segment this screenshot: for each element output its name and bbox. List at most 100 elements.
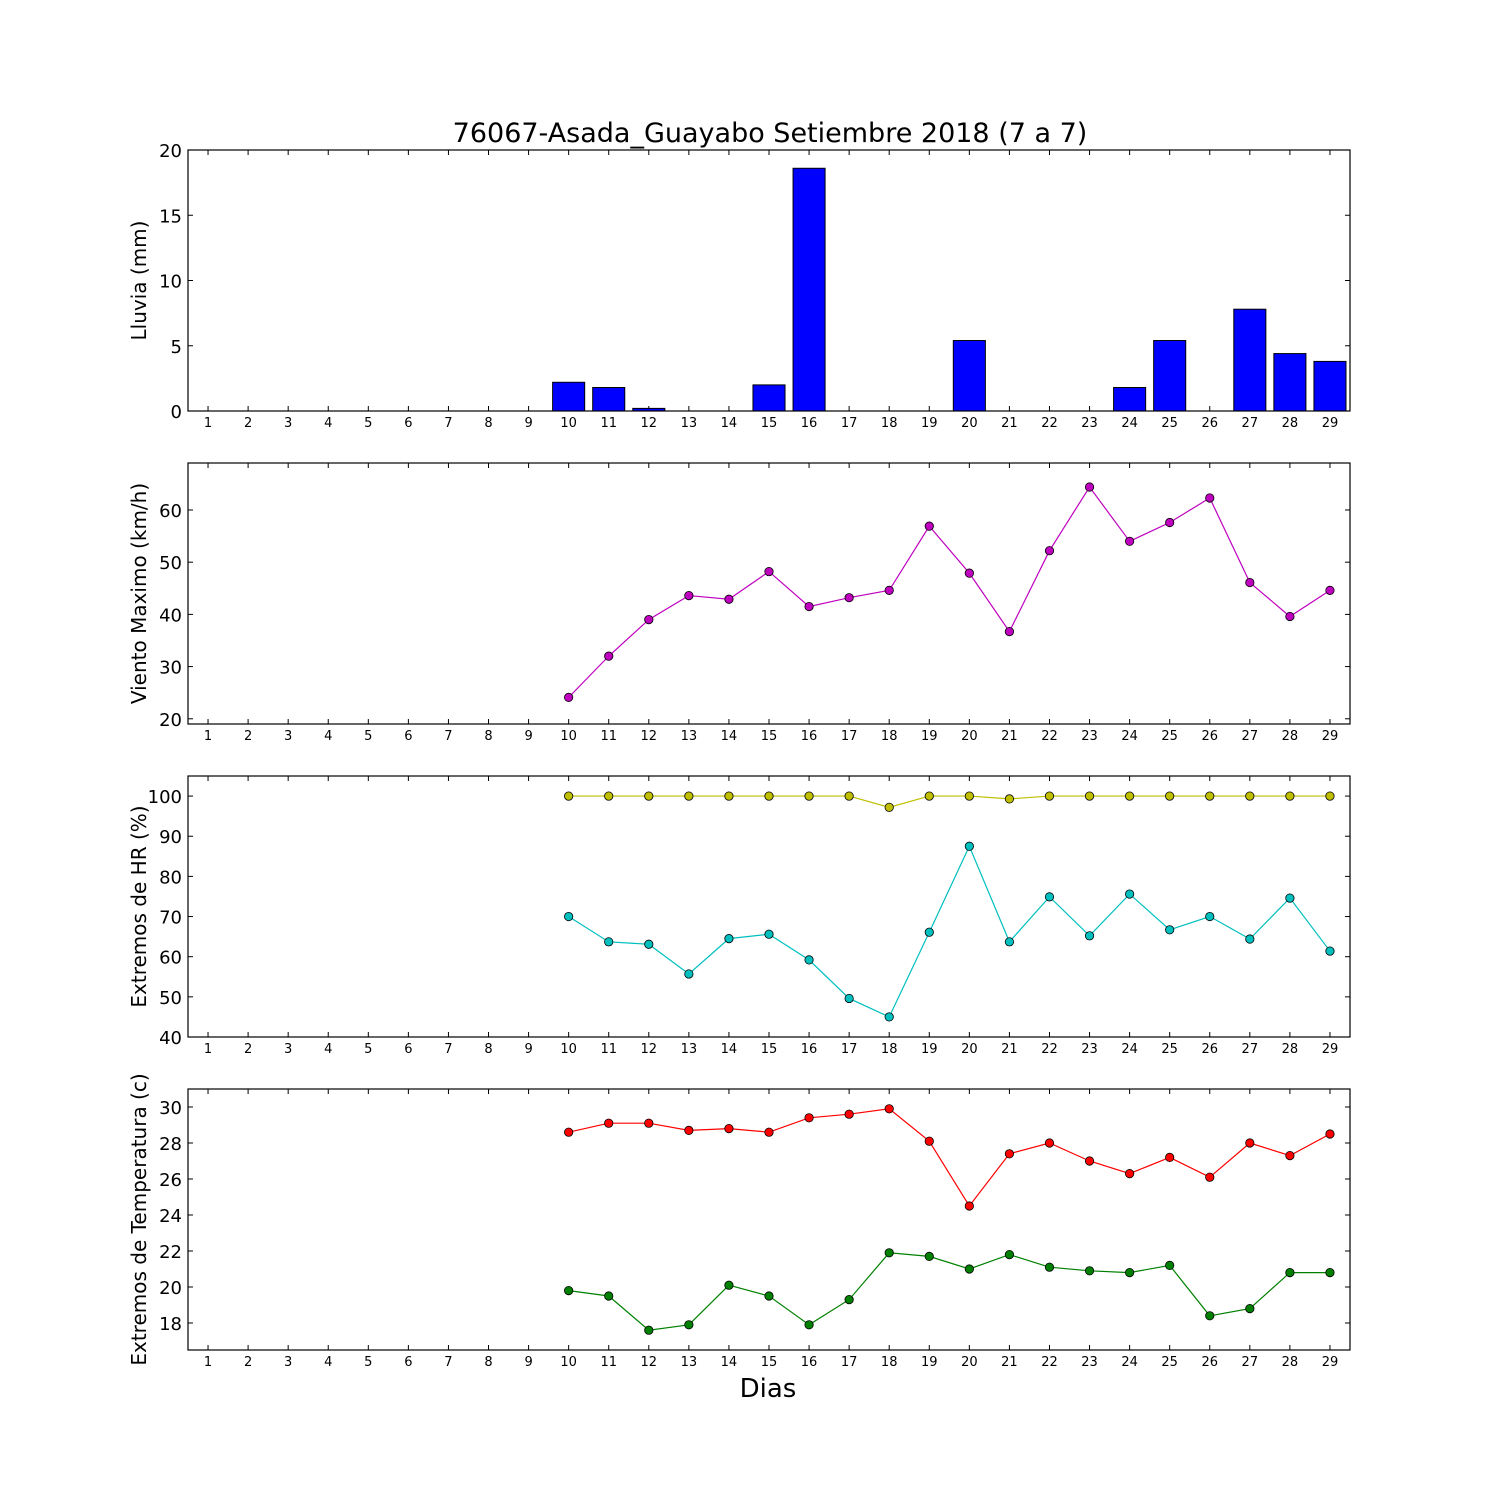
humidity-series-1-line	[568, 844, 1331, 1018]
humidity-series-0-point	[564, 791, 574, 801]
humidity-xtick-label: 3	[284, 1042, 292, 1057]
humidity-series-0-point	[1245, 791, 1255, 801]
x-axis-label: Dias	[740, 1374, 797, 1404]
humidity-series-0-point	[1044, 791, 1055, 801]
wind-xtick-label: 22	[1041, 729, 1058, 744]
temperature-series-0-point	[1245, 1138, 1255, 1148]
humidity-ytick-label: 60	[159, 948, 182, 969]
rain-plot-frame	[187, 149, 1351, 412]
rain-xtick-label: 4	[324, 416, 332, 431]
temperature-series-0-point	[604, 1118, 614, 1128]
humidity-xtick-label: 4	[324, 1042, 332, 1057]
humidity-xtick-label: 28	[1282, 1042, 1299, 1057]
humidity-series-0-point	[1285, 791, 1295, 801]
humidity-series-1-point	[764, 929, 774, 939]
rain-xtick-label: 9	[524, 416, 532, 431]
humidity-series-0-point	[644, 791, 654, 801]
humidity-series-0-point	[764, 791, 774, 801]
humidity-xtick-label: 2	[244, 1042, 252, 1057]
rain-bar	[1153, 340, 1187, 412]
rain-xtick-label: 24	[1121, 416, 1138, 431]
wind-xtick-label: 13	[681, 729, 698, 744]
wind-series-0-point	[924, 521, 934, 531]
humidity-series-0-point	[604, 791, 614, 801]
humidity-xtick-label: 10	[560, 1042, 577, 1057]
temperature-xtick-label: 19	[921, 1355, 938, 1370]
temperature-xtick-label: 15	[761, 1355, 778, 1370]
humidity-series-1-point	[1325, 946, 1335, 956]
temperature-xtick-label: 8	[484, 1355, 492, 1370]
rain-xtick-label: 23	[1081, 416, 1098, 431]
temperature-ytick-label: 28	[159, 1134, 182, 1155]
humidity-xtick-label: 21	[1001, 1042, 1018, 1057]
humidity-xtick-label: 13	[681, 1042, 698, 1057]
rain-bar	[752, 384, 786, 412]
temperature-xtick-label: 27	[1242, 1355, 1259, 1370]
rain-bar	[792, 167, 826, 412]
temperature-series-0-line	[568, 1108, 1331, 1208]
humidity-series-1-point	[1044, 892, 1055, 902]
humidity-xtick-label: 20	[961, 1042, 978, 1057]
temperature-series-1-point	[684, 1320, 694, 1330]
wind-xtick-label: 11	[600, 729, 617, 744]
humidity-ytick-label: 100	[148, 787, 182, 808]
humidity-series-0-point	[1165, 791, 1175, 801]
rain-ytick-label: 5	[171, 337, 182, 358]
humidity-series-1-point	[884, 1012, 894, 1022]
humidity-series-1-point	[844, 993, 854, 1004]
temperature-xtick-label: 23	[1081, 1355, 1098, 1370]
wind-xtick-label: 8	[484, 729, 492, 744]
temperature-series-0-point	[1205, 1172, 1215, 1182]
temperature-series-1-point	[1165, 1260, 1175, 1271]
humidity-series-1-point	[1205, 911, 1215, 922]
wind-xtick-label: 6	[404, 729, 412, 744]
temperature-series-0-point	[1044, 1138, 1055, 1148]
temperature-series-0-point	[1165, 1152, 1175, 1163]
temperature-series-0-point	[564, 1127, 574, 1137]
wind-series-0-point	[1325, 585, 1335, 595]
temperature-xtick-label: 29	[1322, 1355, 1339, 1370]
wind-y-axis-label: Viento Maximo (km/h)	[127, 483, 151, 704]
wind-xtick-label: 17	[841, 729, 858, 744]
humidity-xtick-label: 8	[484, 1042, 492, 1057]
temperature-plot-frame	[187, 1088, 1351, 1351]
wind-series-0-point	[1165, 517, 1175, 528]
temperature-series-0-point	[724, 1124, 734, 1134]
temperature-series-0-point	[964, 1201, 974, 1211]
rain-y-axis-label: Lluvia (mm)	[127, 221, 151, 341]
temperature-xtick-label: 6	[404, 1355, 412, 1370]
temperature-xtick-label: 4	[324, 1355, 332, 1370]
temperature-xtick-label: 5	[364, 1355, 372, 1370]
wind-series-0-point	[764, 566, 774, 577]
temperature-xtick-label: 9	[524, 1355, 532, 1370]
rain-ytick-label: 0	[171, 402, 182, 423]
temperature-xtick-label: 22	[1041, 1355, 1058, 1370]
humidity-series-0-point	[1205, 791, 1215, 801]
wind-series-0-point	[884, 585, 894, 595]
wind-ytick-label: 20	[159, 710, 182, 731]
wind-xtick-label: 10	[560, 729, 577, 744]
wind-series-0-point	[644, 614, 654, 625]
temperature-series-1-point	[764, 1291, 774, 1301]
temperature-series-0-point	[684, 1125, 694, 1136]
temperature-xtick-label: 14	[721, 1355, 738, 1370]
humidity-y-axis-label: Extremos de HR (%)	[127, 805, 151, 1007]
rain-xtick-label: 16	[801, 416, 818, 431]
temperature-ytick-label: 26	[159, 1170, 182, 1191]
rain-bar	[1113, 387, 1147, 412]
humidity-xtick-label: 15	[761, 1042, 778, 1057]
humidity-series-0-point	[1325, 791, 1335, 801]
rain-xtick-label: 21	[1001, 416, 1018, 431]
temperature-y-axis-label: Extremos de Temperatura (c)	[127, 1073, 151, 1365]
humidity-xtick-label: 12	[641, 1042, 658, 1057]
rain-xtick-label: 19	[921, 416, 938, 431]
rain-xtick-label: 18	[881, 416, 898, 431]
humidity-xtick-label: 17	[841, 1042, 858, 1057]
rain-bar	[952, 340, 986, 412]
temperature-xtick-label: 13	[681, 1355, 698, 1370]
wind-series-0-point	[1205, 493, 1215, 503]
humidity-series-0-point	[844, 791, 854, 801]
chart-title: 76067-Asada_Guayabo Setiembre 2018 (7 a …	[453, 118, 1088, 149]
